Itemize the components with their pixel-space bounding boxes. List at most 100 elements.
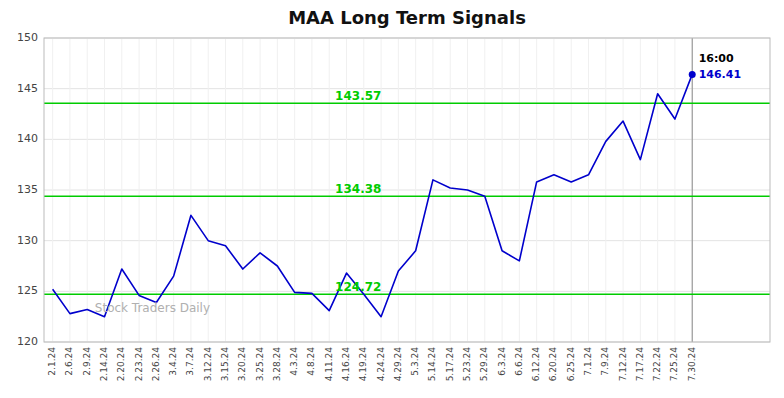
reference-line-label: 124.72 bbox=[335, 280, 381, 294]
x-grid-line bbox=[156, 38, 157, 342]
x-tick-label: 2.20.24 bbox=[116, 347, 126, 382]
reference-line bbox=[44, 196, 770, 198]
x-grid-line bbox=[623, 38, 624, 342]
plot-background bbox=[44, 38, 770, 342]
x-tick-label: 2.1.24 bbox=[47, 347, 57, 376]
x-tick-label: 5.3.24 bbox=[410, 347, 420, 376]
x-grid-line bbox=[225, 38, 226, 342]
x-grid-line bbox=[398, 38, 399, 342]
x-tick-label: 3.28.24 bbox=[272, 347, 282, 382]
reference-line-label: 134.38 bbox=[335, 182, 381, 196]
x-grid-line bbox=[553, 38, 554, 342]
x-tick-label: 5.23.24 bbox=[462, 347, 472, 382]
x-grid-line bbox=[450, 38, 451, 342]
y-axis: 120 125 130 135 140 145 150 bbox=[17, 31, 38, 348]
y-tick-label: 150 bbox=[17, 31, 38, 44]
y-tick-label: 145 bbox=[17, 82, 38, 95]
x-tick-label: 6.20.24 bbox=[548, 347, 558, 382]
x-tick-label: 6.3.24 bbox=[497, 347, 507, 376]
x-tick-label: 2.9.24 bbox=[82, 347, 92, 376]
x-grid-line bbox=[519, 38, 520, 342]
x-tick-label: 6.25.24 bbox=[566, 347, 576, 382]
x-tick-label: 5.14.24 bbox=[427, 347, 437, 382]
x-tick-label: 7.30.24 bbox=[687, 347, 697, 382]
x-tick-label: 7.1.24 bbox=[583, 347, 593, 376]
x-tick-label: 4.16.24 bbox=[341, 347, 351, 382]
x-grid-line bbox=[294, 38, 295, 342]
plot-area bbox=[44, 38, 770, 342]
price-line bbox=[53, 74, 693, 316]
x-grid-line bbox=[277, 38, 278, 342]
x-grid-line bbox=[311, 38, 312, 342]
y-tick-label: 135 bbox=[17, 183, 38, 196]
x-axis: 2.1.24 2.6.24 2.9.24 2.14.24 2.20.24 2.23.24 2… bbox=[47, 347, 697, 382]
x-tick-label: 4.19.24 bbox=[358, 347, 368, 382]
x-grid-line bbox=[571, 38, 572, 342]
x-tick-label: 4.3.24 bbox=[289, 347, 299, 376]
y-tick-label: 140 bbox=[17, 132, 38, 145]
x-tick-label: 2.14.24 bbox=[99, 347, 109, 382]
x-tick-label: 7.22.24 bbox=[652, 347, 662, 382]
x-grid-line bbox=[415, 38, 416, 342]
last-time-label: 16:00 bbox=[699, 52, 734, 65]
y-tick-label: 125 bbox=[17, 284, 38, 297]
chart: 1201251301351401451502.1.242.6.242.9.242… bbox=[0, 0, 784, 398]
annotations: 124.72 134.38 143.57 16:00 146.41 Stock Trade… bbox=[95, 52, 741, 314]
x-grid-line bbox=[260, 38, 261, 342]
x-grid-line bbox=[536, 38, 537, 342]
x-tick-label: 3.20.24 bbox=[237, 347, 247, 382]
reference-line bbox=[44, 102, 770, 104]
last-value-label: 146.41 bbox=[699, 68, 741, 81]
x-tick-label: 2.23.24 bbox=[134, 347, 144, 382]
x-grid-line bbox=[69, 38, 70, 342]
x-tick-label: 3.7.24 bbox=[185, 347, 195, 376]
x-grid-line bbox=[121, 38, 122, 342]
x-tick-label: 7.12.24 bbox=[618, 347, 628, 382]
x-grid-line bbox=[484, 38, 485, 342]
x-grid-line bbox=[173, 38, 174, 342]
x-grid-line bbox=[640, 38, 641, 342]
x-tick-label: 3.4.24 bbox=[168, 347, 178, 376]
reference-line bbox=[44, 293, 770, 295]
x-tick-label: 4.8.24 bbox=[306, 347, 316, 376]
x-grid-line bbox=[329, 38, 330, 342]
x-grid-line bbox=[52, 38, 53, 342]
y-grid-line bbox=[44, 240, 770, 241]
last-point bbox=[689, 71, 696, 78]
x-tick-label: 3.25.24 bbox=[255, 347, 265, 382]
grid bbox=[44, 38, 770, 342]
x-tick-label: 6.6.24 bbox=[514, 347, 524, 376]
x-tick-label: 6.12.24 bbox=[531, 347, 541, 382]
x-tick-label: 4.24.24 bbox=[376, 347, 386, 382]
title: MAA Long Term Signals bbox=[288, 7, 526, 28]
x-grid-line bbox=[432, 38, 433, 342]
reference-line-label: 143.57 bbox=[335, 89, 381, 103]
last-point-line bbox=[692, 38, 693, 342]
x-grid-line bbox=[692, 38, 693, 342]
y-grid-line bbox=[44, 291, 770, 292]
x-grid-line bbox=[190, 38, 191, 342]
y-grid-line bbox=[44, 139, 770, 140]
x-grid-line bbox=[139, 38, 140, 342]
watermark: Stock Traders Daily bbox=[95, 301, 210, 315]
x-tick-label: 3.12.24 bbox=[203, 347, 213, 382]
y-tick-label: 130 bbox=[17, 234, 38, 247]
x-grid-line bbox=[657, 38, 658, 342]
x-tick-label: 7.9.24 bbox=[600, 347, 610, 376]
y-tick-label: 120 bbox=[17, 335, 38, 348]
x-tick-label: 7.25.24 bbox=[669, 347, 679, 382]
x-tick-label: 2.26.24 bbox=[151, 347, 161, 382]
plot-frame bbox=[44, 38, 770, 342]
x-tick-label: 2.6.24 bbox=[64, 347, 74, 376]
x-grid-line bbox=[674, 38, 675, 342]
x-grid-line bbox=[87, 38, 88, 342]
x-tick-label: 7.17.24 bbox=[635, 347, 645, 382]
x-tick-label: 5.17.24 bbox=[445, 347, 455, 382]
y-grid-line bbox=[44, 88, 770, 89]
x-tick-label: 5.29.24 bbox=[479, 347, 489, 382]
x-tick-label: 3.15.24 bbox=[220, 347, 230, 382]
x-tick-label: 4.29.24 bbox=[393, 347, 403, 382]
y-grid-line bbox=[44, 190, 770, 191]
x-grid-line bbox=[605, 38, 606, 342]
x-grid-line bbox=[502, 38, 503, 342]
